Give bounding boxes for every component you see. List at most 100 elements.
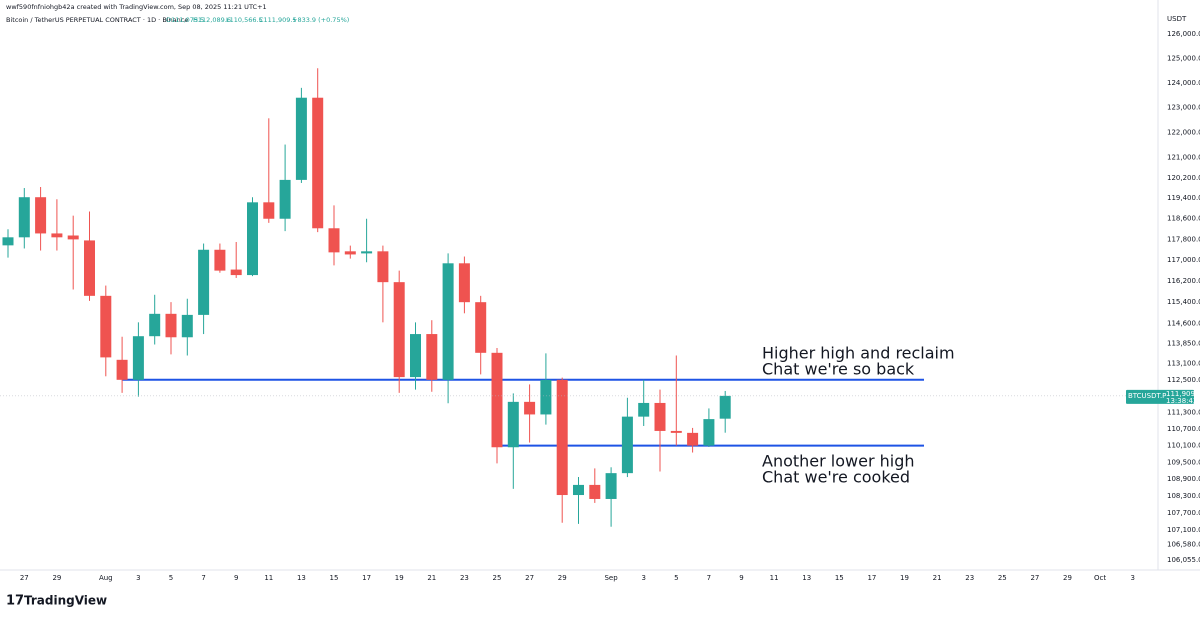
candle-body xyxy=(475,302,487,353)
candle-body xyxy=(132,336,144,380)
x-tick-label: 19 xyxy=(900,574,909,582)
x-tick-label: Aug xyxy=(99,574,113,582)
annotation: Another lower high xyxy=(762,452,915,471)
x-tick-label: 11 xyxy=(264,574,273,582)
candle-body xyxy=(295,97,307,180)
x-tick-label: 23 xyxy=(460,574,469,582)
y-tick-label: 108,300.0 xyxy=(1167,492,1200,500)
candle-body xyxy=(703,419,715,446)
x-tick-label: 17 xyxy=(867,574,876,582)
price-tag-symbol: BTCUSDT.P xyxy=(1128,392,1166,400)
candle-body xyxy=(279,179,291,219)
x-tick-label: 7 xyxy=(707,574,711,582)
y-tick-label: 108,900.0 xyxy=(1167,475,1200,483)
candle-body xyxy=(638,402,650,417)
candle-body xyxy=(344,251,356,255)
candle-body xyxy=(230,269,242,276)
candle-body xyxy=(247,202,258,276)
candle-body xyxy=(670,430,682,433)
y-tick-label: 109,500.0 xyxy=(1167,458,1200,466)
candle-body xyxy=(51,233,63,238)
x-tick-label: 9 xyxy=(234,574,238,582)
x-tick-label: Sep xyxy=(604,574,618,582)
y-tick-label: 126,000.0 xyxy=(1167,30,1200,38)
y-tick-label: 113,850.0 xyxy=(1167,339,1200,347)
x-tick-label: 15 xyxy=(835,574,844,582)
x-tick-label: 29 xyxy=(1063,574,1072,582)
candle-body xyxy=(328,228,340,253)
ohlc-low: L110,566.5 xyxy=(226,16,263,24)
y-tick-label: 107,700.0 xyxy=(1167,509,1200,517)
y-tick-label: 117,000.0 xyxy=(1167,256,1200,264)
x-tick-label: 13 xyxy=(297,574,306,582)
candle-body xyxy=(84,240,95,296)
candle-body xyxy=(393,282,405,378)
y-tick-label: 116,200.0 xyxy=(1167,277,1200,285)
ohlc-close: C111,909.5 xyxy=(259,16,297,24)
candle-body xyxy=(198,249,210,315)
candle-body xyxy=(458,263,470,303)
y-tick-label: 115,400.0 xyxy=(1167,298,1200,306)
x-tick-label: 5 xyxy=(674,574,678,582)
price-tag xyxy=(1126,389,1194,404)
x-tick-label: 9 xyxy=(739,574,743,582)
candle-body xyxy=(2,237,14,246)
candle-body xyxy=(165,313,177,338)
x-tick-label: 13 xyxy=(802,574,811,582)
candle-body xyxy=(214,249,226,271)
logo-mark: 17 xyxy=(6,594,24,609)
x-tick-label: 21 xyxy=(933,574,942,582)
x-tick-label: 23 xyxy=(965,574,974,582)
x-tick-label: 7 xyxy=(201,574,205,582)
annotation: Chat we're cooked xyxy=(762,468,910,487)
credit: wwf590fnfniohgb42a created with TradingV… xyxy=(6,3,267,11)
price-tag-countdown: 13:38:42 xyxy=(1166,397,1197,405)
candle-body xyxy=(67,235,79,240)
symbol: Bitcoin / TetherUS PERPETUAL CONTRACT · … xyxy=(6,16,188,24)
x-tick-label: 11 xyxy=(770,574,779,582)
y-tick-label: 107,100.0 xyxy=(1167,526,1200,534)
candle-body xyxy=(589,484,601,499)
x-tick-label: 3 xyxy=(641,574,645,582)
candle-body xyxy=(410,334,421,378)
candle-body xyxy=(621,416,633,474)
candle-body xyxy=(149,313,161,337)
candle-body xyxy=(377,251,389,283)
y-tick-label: 113,100.0 xyxy=(1167,360,1200,368)
y-tick-label: 121,000.0 xyxy=(1167,154,1200,162)
x-tick-label: 5 xyxy=(169,574,173,582)
y-tick-label: 110,700.0 xyxy=(1167,425,1200,433)
y-tick-label: 111,300.0 xyxy=(1167,409,1200,417)
y-tick-label: 117,800.0 xyxy=(1167,235,1200,243)
candle-body xyxy=(605,473,617,499)
annotation: Chat we're so back xyxy=(762,360,915,379)
candle-body xyxy=(263,202,275,219)
candle-body xyxy=(442,263,454,380)
x-tick-label: 19 xyxy=(395,574,404,582)
candle-body xyxy=(361,251,373,254)
ohlc-open: O111,075.5 xyxy=(166,16,204,24)
candle-body xyxy=(312,97,324,229)
y-tick-label: 120,200.0 xyxy=(1167,174,1200,182)
y-tick-label: 118,600.0 xyxy=(1167,215,1200,223)
candle-body xyxy=(573,484,584,496)
y-tick-label: 114,600.0 xyxy=(1167,319,1200,327)
annotation: Higher high and reclaim xyxy=(762,344,955,363)
x-tick-label: 27 xyxy=(20,574,29,582)
y-tick-label: 125,000.0 xyxy=(1167,54,1200,62)
y-tick-label: 106,580.0 xyxy=(1167,541,1200,549)
y-tick-label: 112,500.0 xyxy=(1167,376,1200,384)
x-tick-label: 25 xyxy=(998,574,1007,582)
x-tick-label: 27 xyxy=(525,574,534,582)
ohlc-high: H112,089.6 xyxy=(193,16,231,24)
y-tick-label: 110,100.0 xyxy=(1167,442,1200,450)
candle-body xyxy=(18,197,30,238)
y-tick-label: 106,055.0 xyxy=(1167,556,1200,564)
x-tick-label: 17 xyxy=(362,574,371,582)
x-tick-label: Oct xyxy=(1094,574,1106,582)
x-tick-label: 3 xyxy=(1130,574,1134,582)
y-tick-label: 122,000.0 xyxy=(1167,129,1200,137)
x-tick-label: 29 xyxy=(558,574,567,582)
candle-body xyxy=(540,379,552,415)
